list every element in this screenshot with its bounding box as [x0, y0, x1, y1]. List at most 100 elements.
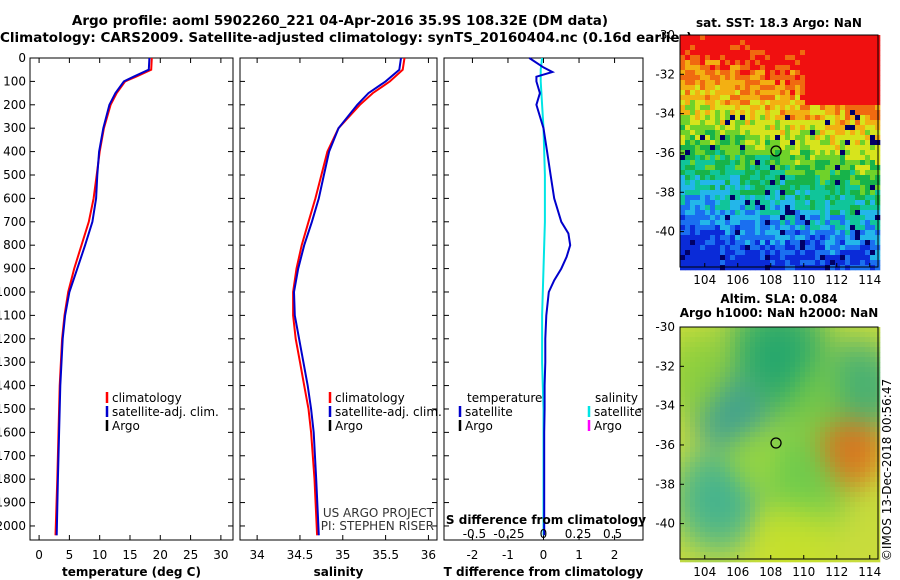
- map-cell: [800, 135, 806, 141]
- map-cell: [725, 80, 731, 86]
- map-cell: [840, 40, 846, 46]
- map-cell: [695, 65, 701, 71]
- map-cell: [725, 60, 731, 66]
- map-cell: [830, 190, 836, 196]
- map-cell: [685, 35, 691, 41]
- map-cell: [745, 372, 751, 378]
- map-cell: [785, 245, 791, 251]
- map-cell: [785, 387, 791, 393]
- map-cell: [745, 235, 751, 241]
- map-cell: [795, 377, 801, 383]
- map-cell: [745, 332, 751, 338]
- map-cell: [705, 190, 711, 196]
- map-cell: [740, 135, 746, 141]
- map-cell: [865, 412, 871, 418]
- map-cell: [680, 140, 686, 146]
- map-cell: [775, 130, 781, 136]
- map-cell: [685, 250, 691, 256]
- map-cell: [725, 447, 731, 453]
- map-cell: [700, 225, 706, 231]
- map-cell: [770, 532, 776, 538]
- map-cell: [750, 372, 756, 378]
- map-cell: [845, 552, 851, 558]
- map-cell: [810, 230, 816, 236]
- map-cell: [760, 55, 766, 61]
- map-cell: [730, 487, 736, 493]
- map-cell: [760, 487, 766, 493]
- map-cell: [825, 210, 831, 216]
- map-cell: [790, 190, 796, 196]
- map-cell: [690, 417, 696, 423]
- map-cell: [765, 362, 771, 368]
- map-cell: [825, 552, 831, 558]
- map-cell: [815, 35, 821, 41]
- map-cell: [735, 150, 741, 156]
- map-cell: [855, 397, 861, 403]
- map-cell: [775, 427, 781, 433]
- map-cell: [735, 235, 741, 241]
- map-cell: [735, 332, 741, 338]
- map-cell: [775, 497, 781, 503]
- map-cell: [855, 542, 861, 548]
- map-cell: [800, 467, 806, 473]
- map-cell: [680, 195, 686, 201]
- map-cell: [715, 215, 721, 221]
- map-cell: [725, 337, 731, 343]
- map-cell: [770, 467, 776, 473]
- map-cell: [835, 115, 841, 121]
- map-cell: [820, 235, 826, 241]
- map-cell: [755, 432, 761, 438]
- map-cell: [695, 150, 701, 156]
- map-cell: [685, 422, 691, 428]
- map-cell: [715, 472, 721, 478]
- map-cell: [815, 90, 821, 96]
- map-cell: [775, 402, 781, 408]
- map-cell: [835, 372, 841, 378]
- map-cell: [695, 367, 701, 373]
- map-cell: [700, 372, 706, 378]
- map-cell: [795, 362, 801, 368]
- map-cell: [840, 347, 846, 353]
- map-cell: [695, 70, 701, 76]
- map-cell: [835, 230, 841, 236]
- map-cell: [740, 357, 746, 363]
- map-cell: [830, 427, 836, 433]
- map-cell: [740, 337, 746, 343]
- map-cell: [730, 527, 736, 533]
- map-cell: [715, 265, 721, 271]
- map-cell: [710, 382, 716, 388]
- map-cell: [690, 352, 696, 358]
- map-cell: [860, 175, 866, 181]
- map-cell: [730, 357, 736, 363]
- map-cell: [845, 402, 851, 408]
- map-cell: [735, 260, 741, 266]
- map-cell: [795, 517, 801, 523]
- map-cell: [780, 120, 786, 126]
- map-cell: [725, 352, 731, 358]
- map-cell: [825, 220, 831, 226]
- map-cell: [780, 557, 786, 563]
- map-cell: [865, 527, 871, 533]
- map-cell: [680, 557, 686, 563]
- map-cell: [760, 457, 766, 463]
- map-cell: [855, 255, 861, 261]
- map-cell: [730, 402, 736, 408]
- map-cell: [755, 180, 761, 186]
- map-cell: [850, 190, 856, 196]
- map-cell: [685, 195, 691, 201]
- map-cell: [820, 472, 826, 478]
- map-cell: [730, 170, 736, 176]
- map-cell: [725, 105, 731, 111]
- map-cell: [725, 55, 731, 61]
- map-cell: [730, 377, 736, 383]
- map-cell: [725, 50, 731, 56]
- map-cell: [720, 477, 726, 483]
- map-cell: [795, 115, 801, 121]
- map-cell: [745, 482, 751, 488]
- map-cell: [770, 260, 776, 266]
- map-cell: [835, 175, 841, 181]
- map-cell: [850, 507, 856, 513]
- map-cell: [790, 407, 796, 413]
- map-cell: [735, 377, 741, 383]
- map-cell: [820, 452, 826, 458]
